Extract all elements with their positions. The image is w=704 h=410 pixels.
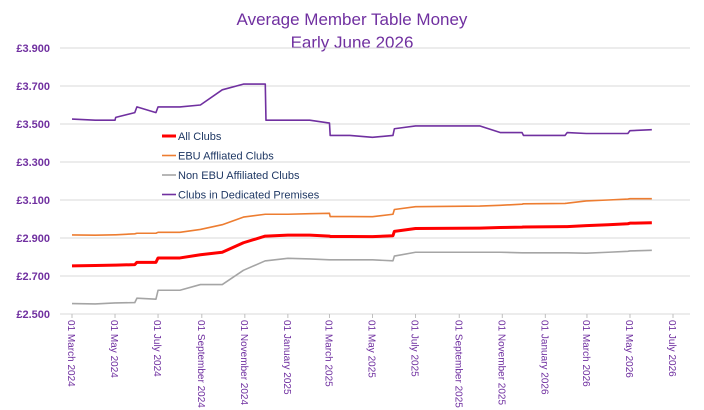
x-tick-label: 01 March 2026 [580, 320, 591, 387]
x-tick-label: 01 July 2026 [666, 320, 677, 377]
legend-label: Clubs in Dedicated Premises [178, 190, 320, 202]
x-tick-label: 01 May 2026 [623, 320, 634, 378]
chart-title: Average Member Table Money [237, 10, 468, 29]
legend-label: EBU Affliated Clubs [178, 151, 274, 163]
y-tick-label: £3.700 [16, 81, 50, 93]
y-tick-label: £3.100 [16, 195, 50, 207]
x-tick-label: 01 September 2025 [452, 320, 463, 408]
y-tick-label: £3.900 [16, 43, 50, 55]
x-tick-label: 01 March 2024 [65, 320, 76, 387]
legend-label: Non EBU Affiliated Clubs [178, 170, 300, 182]
chart-subtitle: Early June 2026 [291, 33, 414, 52]
y-tick-label: £2.700 [16, 271, 50, 283]
x-tick-label: 01 November 2024 [238, 320, 249, 405]
series-line [71, 197, 652, 236]
x-tick-label: 01 January 2026 [538, 320, 549, 395]
series-line [71, 249, 652, 305]
x-tick-label: 01 November 2025 [495, 320, 506, 405]
y-tick-label: £2.500 [16, 309, 50, 321]
x-tick-label: 01 July 2025 [409, 320, 420, 377]
series-line [71, 221, 652, 268]
y-tick-label: £3.500 [16, 119, 50, 131]
y-tick-label: £2.900 [16, 233, 50, 245]
legend: All Clubs EBU Affliated Clubs Non EBU Affi… [162, 131, 320, 202]
x-tick-label: 01 July 2024 [151, 320, 162, 377]
series-line [71, 83, 652, 139]
legend-label: All Clubs [178, 131, 222, 143]
x-tick-label: 01 January 2025 [281, 320, 292, 395]
x-tick-label: 01 May 2025 [366, 320, 377, 378]
y-tick-label: £3.300 [16, 157, 50, 169]
x-tick-label: 01 May 2024 [108, 320, 119, 378]
x-tick-label: 01 September 2024 [195, 320, 206, 408]
x-tick-label: 01 March 2025 [322, 320, 333, 387]
